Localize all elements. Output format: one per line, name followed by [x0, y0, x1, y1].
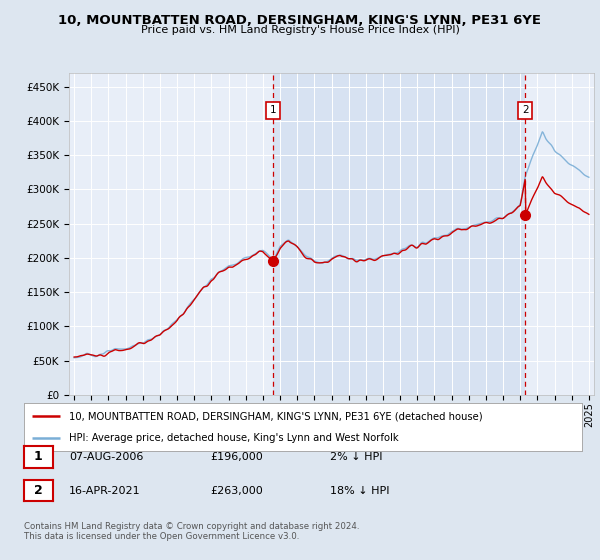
Text: 10, MOUNTBATTEN ROAD, DERSINGHAM, KING'S LYNN, PE31 6YE (detached house): 10, MOUNTBATTEN ROAD, DERSINGHAM, KING'S…: [68, 411, 482, 421]
Text: Contains HM Land Registry data © Crown copyright and database right 2024.
This d: Contains HM Land Registry data © Crown c…: [24, 522, 359, 542]
Text: 10, MOUNTBATTEN ROAD, DERSINGHAM, KING'S LYNN, PE31 6YE: 10, MOUNTBATTEN ROAD, DERSINGHAM, KING'S…: [59, 14, 542, 27]
Text: Price paid vs. HM Land Registry's House Price Index (HPI): Price paid vs. HM Land Registry's House …: [140, 25, 460, 35]
Text: 2% ↓ HPI: 2% ↓ HPI: [330, 452, 383, 462]
Text: £196,000: £196,000: [210, 452, 263, 462]
Text: 1: 1: [270, 105, 277, 115]
Text: 2: 2: [522, 105, 529, 115]
Text: £263,000: £263,000: [210, 486, 263, 496]
Text: HPI: Average price, detached house, King's Lynn and West Norfolk: HPI: Average price, detached house, King…: [68, 433, 398, 443]
Text: 16-APR-2021: 16-APR-2021: [69, 486, 140, 496]
Text: 2: 2: [34, 484, 43, 497]
Text: 1: 1: [34, 450, 43, 464]
Text: 07-AUG-2006: 07-AUG-2006: [69, 452, 143, 462]
Bar: [273, 73, 526, 395]
Text: 18% ↓ HPI: 18% ↓ HPI: [330, 486, 389, 496]
